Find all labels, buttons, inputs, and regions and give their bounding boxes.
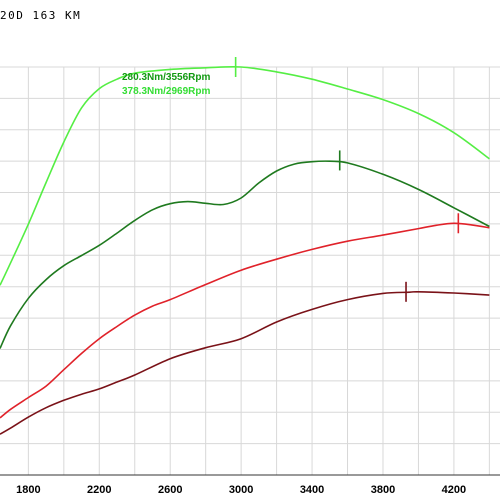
peak-annotation-1: 280.3Nm/3556Rpm (122, 72, 210, 83)
series-line-3 (0, 222, 490, 419)
annotations: 280.3Nm/3556Rpm 378.3Nm/2969Rpm (122, 72, 210, 97)
x-tick-labels: 1800 2200 2600 3000 3400 3800 4200 (16, 484, 466, 496)
x-tick-label: 2600 (158, 484, 182, 496)
x-tick-label: 2200 (87, 484, 111, 496)
x-tick-label: 1800 (16, 484, 40, 496)
grid (0, 66, 500, 476)
series-group (0, 57, 490, 435)
x-tick-label: 3400 (300, 484, 324, 496)
page-title: 20D 163 KM (0, 9, 82, 22)
series-line-4 (0, 290, 490, 435)
x-tick-label: 3800 (371, 484, 395, 496)
series-line-2 (0, 160, 490, 349)
x-tick-label: 4200 (442, 484, 466, 496)
x-tick-label: 3000 (229, 484, 253, 496)
peak-annotation-2: 378.3Nm/2969Rpm (122, 86, 210, 97)
series-line-1 (0, 65, 490, 286)
